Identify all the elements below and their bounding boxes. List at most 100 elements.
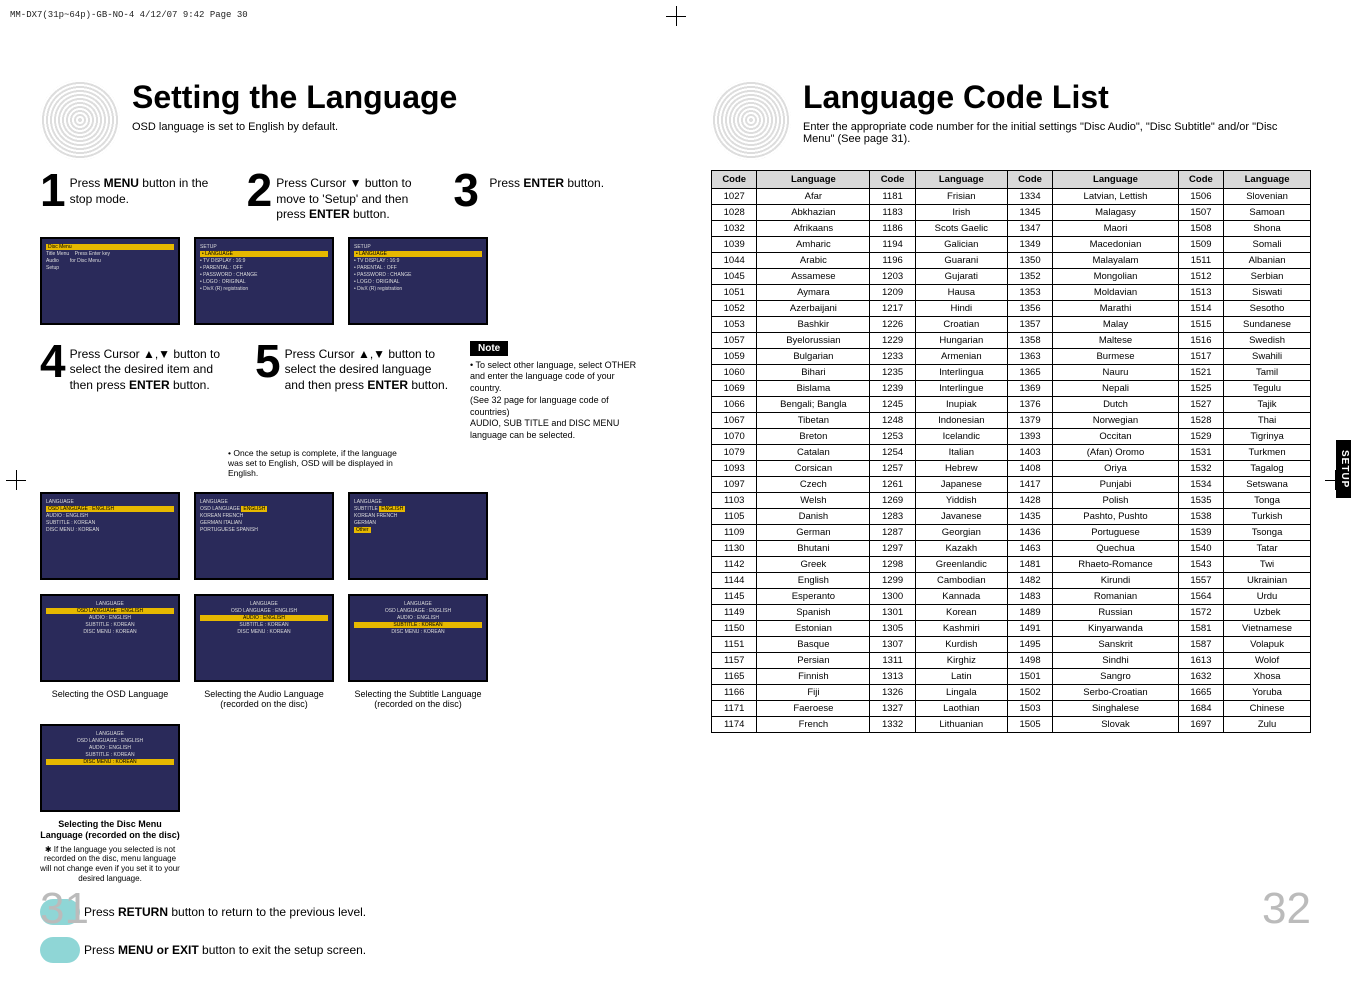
table-cell: Macedonian bbox=[1053, 237, 1178, 253]
table-cell: 1540 bbox=[1178, 541, 1223, 557]
table-cell: Georgian bbox=[915, 525, 1007, 541]
step-4: 4 Press Cursor ▲,▼ button to select the … bbox=[40, 341, 235, 442]
table-cell: 1097 bbox=[712, 477, 757, 493]
table-cell: 1301 bbox=[870, 605, 915, 621]
table-row: 1144English1299Cambodian1482Kirundi1557U… bbox=[712, 573, 1311, 589]
page-title: Language Code List bbox=[803, 80, 1303, 115]
table-cell: 1067 bbox=[712, 413, 757, 429]
step-1: 1 Press MENU button in the stop mode. bbox=[40, 170, 227, 223]
table-cell: 1613 bbox=[1178, 653, 1223, 669]
table-cell: Abkhazian bbox=[757, 205, 870, 221]
table-cell: 1142 bbox=[712, 557, 757, 573]
table-cell: Afar bbox=[757, 189, 870, 205]
table-cell: Albanian bbox=[1224, 253, 1311, 269]
table-cell: 1435 bbox=[1007, 509, 1052, 525]
table-cell: German bbox=[757, 525, 870, 541]
table-cell: Lingala bbox=[915, 685, 1007, 701]
decorative-swirl bbox=[711, 80, 791, 160]
table-cell: Somali bbox=[1224, 237, 1311, 253]
table-cell: Singhalese bbox=[1053, 701, 1178, 717]
table-cell: 1408 bbox=[1007, 461, 1052, 477]
table-cell: 1535 bbox=[1178, 493, 1223, 509]
table-cell: Assamese bbox=[757, 269, 870, 285]
table-cell: 1532 bbox=[1178, 461, 1223, 477]
table-cell: Bulgarian bbox=[757, 349, 870, 365]
table-cell: 1261 bbox=[870, 477, 915, 493]
table-cell: Zulu bbox=[1224, 717, 1311, 733]
table-cell: Japanese bbox=[915, 477, 1007, 493]
table-cell: 1517 bbox=[1178, 349, 1223, 365]
table-cell: Malagasy bbox=[1053, 205, 1178, 221]
step-text: Press ENTER button. bbox=[489, 170, 604, 223]
print-header: MM-DX7(31p~64p)-GB-NO-4 4/12/07 9:42 Pag… bbox=[10, 10, 248, 20]
table-cell: 1417 bbox=[1007, 477, 1052, 493]
table-cell: 1665 bbox=[1178, 685, 1223, 701]
table-cell: Setswana bbox=[1224, 477, 1311, 493]
caption: Selecting the Subtitle Language (recorde… bbox=[348, 689, 488, 711]
table-row: 1079Catalan1254Italian1403(Afan) Oromo15… bbox=[712, 445, 1311, 461]
decorative-swirl bbox=[40, 80, 120, 160]
table-cell: 1298 bbox=[870, 557, 915, 573]
table-cell: 1358 bbox=[1007, 333, 1052, 349]
page-title: Setting the Language bbox=[132, 80, 457, 115]
table-cell: Interlingua bbox=[915, 365, 1007, 381]
table-cell: Azerbaijani bbox=[757, 301, 870, 317]
table-cell: Hungarian bbox=[915, 333, 1007, 349]
table-cell: 1181 bbox=[870, 189, 915, 205]
table-cell: 1039 bbox=[712, 237, 757, 253]
table-cell: 1151 bbox=[712, 637, 757, 653]
table-cell: 1217 bbox=[870, 301, 915, 317]
table-cell: 1257 bbox=[870, 461, 915, 477]
table-cell: 1300 bbox=[870, 589, 915, 605]
table-cell: Hebrew bbox=[915, 461, 1007, 477]
table-cell: 1144 bbox=[712, 573, 757, 589]
osd-screenshot: LANGUAGE OSD LANGUAGE : ENGLISH AUDIO : … bbox=[348, 594, 488, 682]
disc-menu-note: ✱ If the language you selected is not re… bbox=[40, 845, 180, 883]
osd-screenshot: LANGUAGE OSD LANGUAGE : ENGLISH AUDIO : … bbox=[40, 492, 180, 580]
table-cell: Tamil bbox=[1224, 365, 1311, 381]
table-cell: Swedish bbox=[1224, 333, 1311, 349]
table-cell: 1245 bbox=[870, 397, 915, 413]
table-cell: Hausa bbox=[915, 285, 1007, 301]
table-row: 1053Bashkir1226Croatian1357Malay1515Sund… bbox=[712, 317, 1311, 333]
table-cell: 1349 bbox=[1007, 237, 1052, 253]
table-row: 1059Bulgarian1233Armenian1363Burmese1517… bbox=[712, 349, 1311, 365]
table-cell: Amharic bbox=[757, 237, 870, 253]
table-cell: 1051 bbox=[712, 285, 757, 301]
table-cell: 1027 bbox=[712, 189, 757, 205]
table-row: 1165Finnish1313Latin1501Sangro1632Xhosa bbox=[712, 669, 1311, 685]
osd-screenshot: Disc Menu Title Menu Press Enter key Aud… bbox=[40, 237, 180, 325]
table-cell: 1436 bbox=[1007, 525, 1052, 541]
table-cell: 1299 bbox=[870, 573, 915, 589]
table-cell: 1166 bbox=[712, 685, 757, 701]
table-cell: 1529 bbox=[1178, 429, 1223, 445]
footer-buttons: Press RETURN button to return to the pre… bbox=[40, 895, 640, 971]
table-cell: 1269 bbox=[870, 493, 915, 509]
table-cell: 1521 bbox=[1178, 365, 1223, 381]
table-cell: Czech bbox=[757, 477, 870, 493]
table-cell: Burmese bbox=[1053, 349, 1178, 365]
table-header: Language bbox=[1053, 171, 1178, 189]
table-cell: 1684 bbox=[1178, 701, 1223, 717]
table-cell: 1632 bbox=[1178, 669, 1223, 685]
table-row: 1150Estonian1305Kashmiri1491Kinyarwanda1… bbox=[712, 621, 1311, 637]
table-cell: 1157 bbox=[712, 653, 757, 669]
table-cell: Breton bbox=[757, 429, 870, 445]
table-cell: Thai bbox=[1224, 413, 1311, 429]
table-cell: 1507 bbox=[1178, 205, 1223, 221]
table-cell: 1194 bbox=[870, 237, 915, 253]
step-text: Press Cursor ▲,▼ button to select the de… bbox=[70, 341, 235, 442]
table-cell: 1369 bbox=[1007, 381, 1052, 397]
table-cell: Quechua bbox=[1053, 541, 1178, 557]
table-cell: Greenlandic bbox=[915, 557, 1007, 573]
table-cell: Persian bbox=[757, 653, 870, 669]
table-cell: Korean bbox=[915, 605, 1007, 621]
table-cell: Serbo-Croatian bbox=[1053, 685, 1178, 701]
table-cell: 1233 bbox=[870, 349, 915, 365]
table-cell: Russian bbox=[1053, 605, 1178, 621]
table-row: 1145Esperanto1300Kannada1483Romanian1564… bbox=[712, 589, 1311, 605]
table-cell: 1060 bbox=[712, 365, 757, 381]
table-cell: 1253 bbox=[870, 429, 915, 445]
table-cell: 1209 bbox=[870, 285, 915, 301]
table-cell: Slovenian bbox=[1224, 189, 1311, 205]
